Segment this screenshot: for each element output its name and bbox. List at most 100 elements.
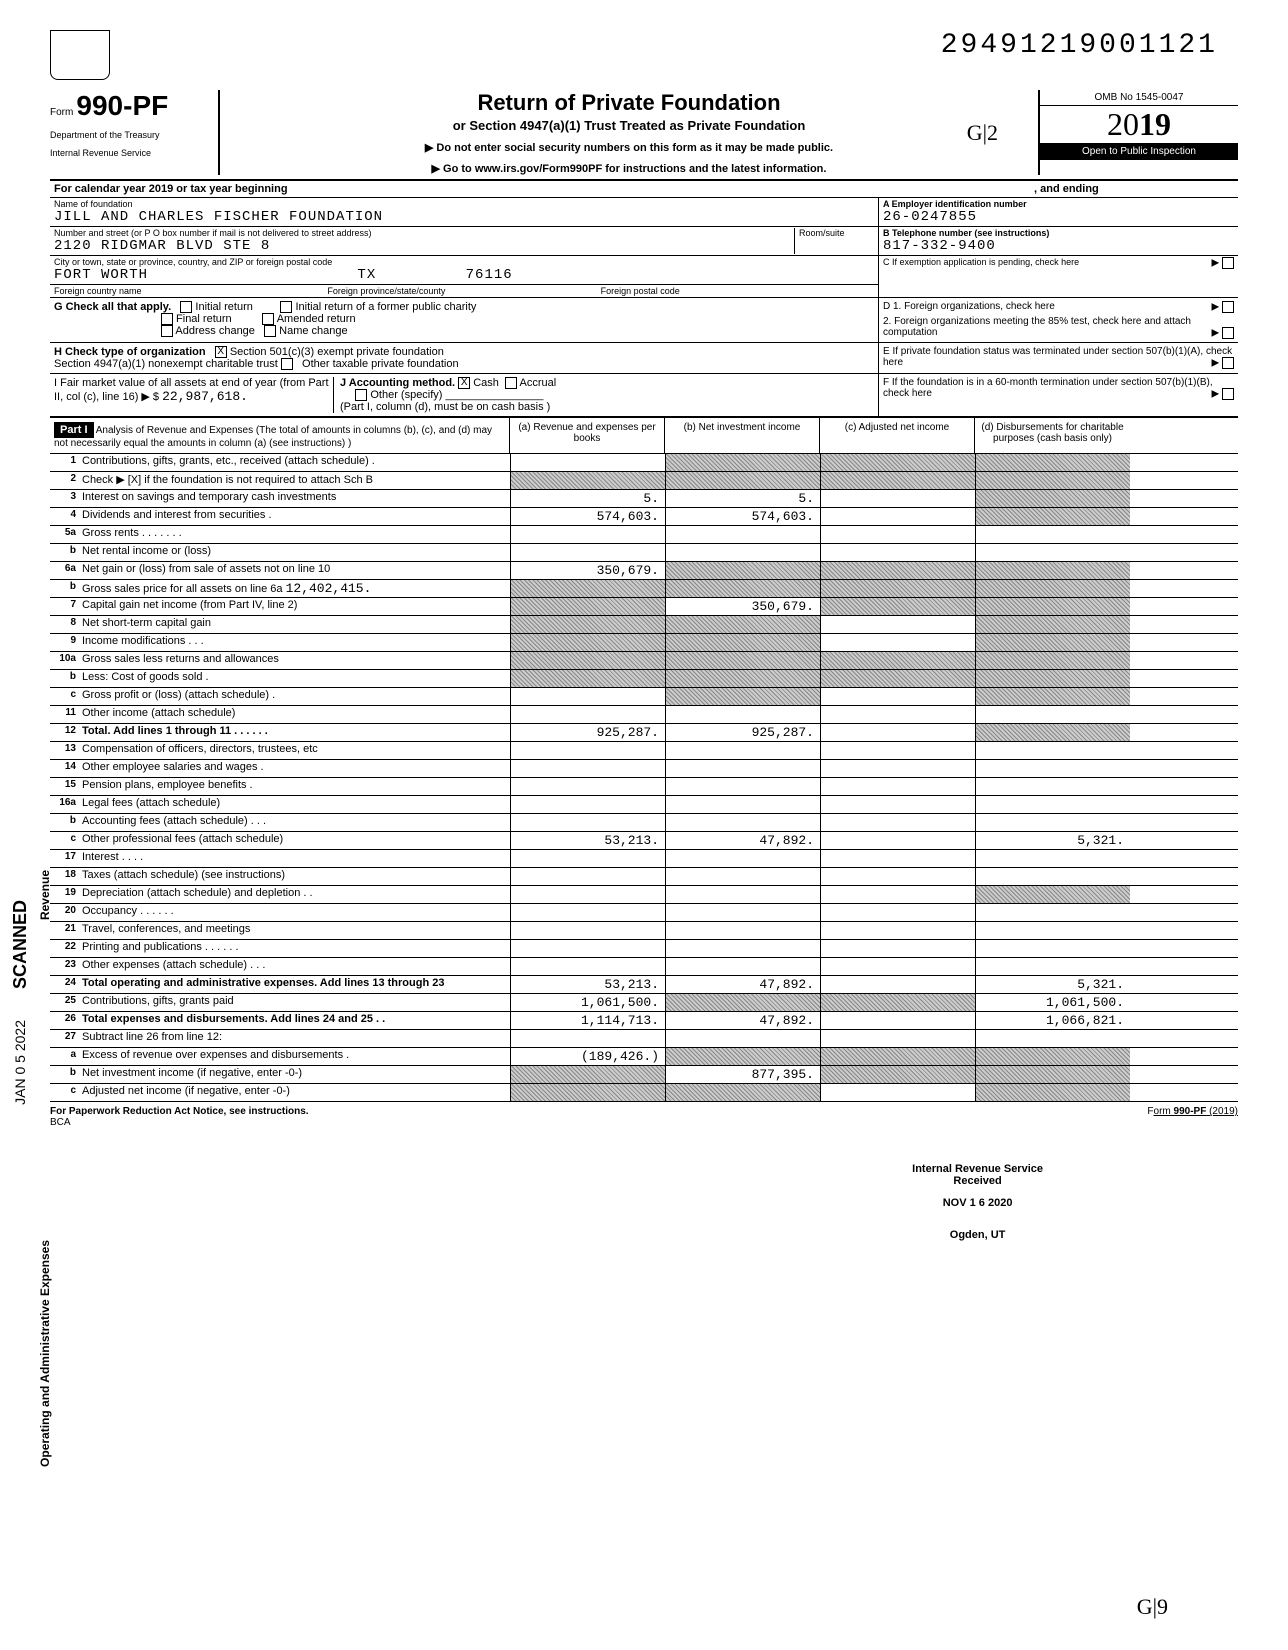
d1-cb[interactable] bbox=[1222, 301, 1234, 313]
revenue-vlabel: Revenue bbox=[38, 870, 52, 920]
line-l4: 4Dividends and interest from securities … bbox=[50, 508, 1238, 526]
h-4947-cb[interactable] bbox=[281, 358, 293, 370]
line-l22: 22Printing and publications . . . . . . bbox=[50, 940, 1238, 958]
cell-b bbox=[665, 706, 820, 723]
cell-a bbox=[510, 1084, 665, 1101]
part1-header: Part I Analysis of Revenue and Expenses … bbox=[50, 418, 510, 453]
cell-c bbox=[820, 940, 975, 957]
cell-b bbox=[665, 940, 820, 957]
g-final-cb[interactable] bbox=[161, 313, 173, 325]
line-l27c: cAdjusted net income (if negative, enter… bbox=[50, 1084, 1238, 1102]
line-l20: 20Occupancy . . . . . . bbox=[50, 904, 1238, 922]
cell-d bbox=[975, 868, 1130, 885]
cell-d bbox=[975, 508, 1130, 525]
phone-value: 817-332-9400 bbox=[883, 238, 1234, 254]
line-no: 19 bbox=[50, 886, 80, 903]
cell-a bbox=[510, 814, 665, 831]
cell-d: 5,321. bbox=[975, 976, 1130, 993]
line-l12: 12Total. Add lines 1 through 11 . . . . … bbox=[50, 724, 1238, 742]
cell-b: 47,892. bbox=[665, 1012, 820, 1029]
g-amended-cb[interactable] bbox=[262, 313, 274, 325]
stamp-l2: Received bbox=[912, 1175, 1043, 1187]
ij-section: I Fair market value of all assets at end… bbox=[50, 374, 878, 416]
j-label: J Accounting method. bbox=[340, 377, 455, 389]
cell-d bbox=[975, 904, 1130, 921]
g-name-cb[interactable] bbox=[264, 325, 276, 337]
cell-a bbox=[510, 616, 665, 633]
cell-b bbox=[665, 850, 820, 867]
d2-cb[interactable] bbox=[1222, 327, 1234, 339]
line-l14: 14Other employee salaries and wages . bbox=[50, 760, 1238, 778]
cell-a bbox=[510, 1030, 665, 1047]
g-section: G Check all that apply. Initial return I… bbox=[50, 298, 878, 342]
line-desc: Capital gain net income (from Part IV, l… bbox=[80, 598, 510, 615]
line-l2: 2Check ▶ [X] if the foundation is not re… bbox=[50, 472, 1238, 490]
line-l1: 1Contributions, gifts, grants, etc., rec… bbox=[50, 454, 1238, 472]
seal-placeholder bbox=[50, 30, 110, 80]
e-section: E If private foundation status was termi… bbox=[878, 343, 1238, 373]
jan-date-stamp: JAN 0 5 2022 bbox=[12, 1020, 28, 1105]
line-l16c: cOther professional fees (attach schedul… bbox=[50, 832, 1238, 850]
g-amended: Amended return bbox=[277, 313, 356, 325]
cell-c bbox=[820, 508, 975, 525]
cell-c bbox=[820, 760, 975, 777]
line-desc: Pension plans, employee benefits . bbox=[80, 778, 510, 795]
j-accrual-cb[interactable] bbox=[505, 377, 517, 389]
cell-c bbox=[820, 796, 975, 813]
d-section: D 1. Foreign organizations, check here ▶… bbox=[878, 298, 1238, 342]
e-cb[interactable] bbox=[1222, 357, 1234, 369]
cell-c bbox=[820, 994, 975, 1011]
line-desc: Compensation of officers, directors, tru… bbox=[80, 742, 510, 759]
form-title: Return of Private Foundation bbox=[230, 90, 1028, 116]
f-cb[interactable] bbox=[1222, 388, 1234, 400]
line-desc: Contributions, gifts, grants paid bbox=[80, 994, 510, 1011]
cell-c bbox=[820, 688, 975, 705]
cell-b bbox=[665, 886, 820, 903]
cell-a bbox=[510, 904, 665, 921]
tax-year: 2019 bbox=[1040, 106, 1238, 143]
line-desc: Adjusted net income (if negative, enter … bbox=[80, 1084, 510, 1101]
h-501-cb[interactable]: X bbox=[215, 346, 227, 358]
line-l11: 11Other income (attach schedule) bbox=[50, 706, 1238, 724]
form-footer: Form 990-PF (2019) bbox=[1147, 1106, 1238, 1128]
c-checkbox[interactable] bbox=[1222, 257, 1234, 269]
g-initial-former-cb[interactable] bbox=[280, 301, 292, 313]
f-section: F If the foundation is in a 60-month ter… bbox=[878, 374, 1238, 416]
cell-b bbox=[665, 544, 820, 561]
cell-c bbox=[820, 670, 975, 687]
line-no: b bbox=[50, 544, 80, 561]
h-501: Section 501(c)(3) exempt private foundat… bbox=[230, 346, 444, 358]
cell-b: 5. bbox=[665, 490, 820, 507]
part1-label: Part I bbox=[54, 422, 94, 438]
line-l5a: 5aGross rents . . . . . . . bbox=[50, 526, 1238, 544]
cell-c bbox=[820, 1030, 975, 1047]
cell-d bbox=[975, 1030, 1130, 1047]
dept-treasury: Department of the Treasury bbox=[50, 130, 212, 140]
cell-b bbox=[665, 778, 820, 795]
form-prefix: Form bbox=[50, 107, 73, 118]
cell-d bbox=[975, 526, 1130, 543]
line-desc: Net rental income or (loss) bbox=[80, 544, 510, 561]
line-no: 11 bbox=[50, 706, 80, 723]
line-l23: 23Other expenses (attach schedule) . . . bbox=[50, 958, 1238, 976]
city-label: City or town, state or province, country… bbox=[54, 257, 874, 267]
cell-a bbox=[510, 796, 665, 813]
line-l18: 18Taxes (attach schedule) (see instructi… bbox=[50, 868, 1238, 886]
line-l9: 9Income modifications . . . bbox=[50, 634, 1238, 652]
cell-c bbox=[820, 868, 975, 885]
j-cash-cb[interactable]: X bbox=[458, 377, 470, 389]
cell-c bbox=[820, 724, 975, 741]
g-address-cb[interactable] bbox=[161, 325, 173, 337]
line-no: 1 bbox=[50, 454, 80, 471]
line-desc: Taxes (attach schedule) (see instruction… bbox=[80, 868, 510, 885]
cell-d bbox=[975, 796, 1130, 813]
g-initial-cb[interactable] bbox=[180, 301, 192, 313]
foundation-city: FORT WORTH TX 76116 bbox=[54, 267, 874, 283]
cell-d bbox=[975, 1084, 1130, 1101]
j-other-cb[interactable] bbox=[355, 389, 367, 401]
line-l27a: aExcess of revenue over expenses and dis… bbox=[50, 1048, 1238, 1066]
line-l5b: bNet rental income or (loss) bbox=[50, 544, 1238, 562]
line-l21: 21Travel, conferences, and meetings bbox=[50, 922, 1238, 940]
line-no: 7 bbox=[50, 598, 80, 615]
cell-d: 1,066,821. bbox=[975, 1012, 1130, 1029]
